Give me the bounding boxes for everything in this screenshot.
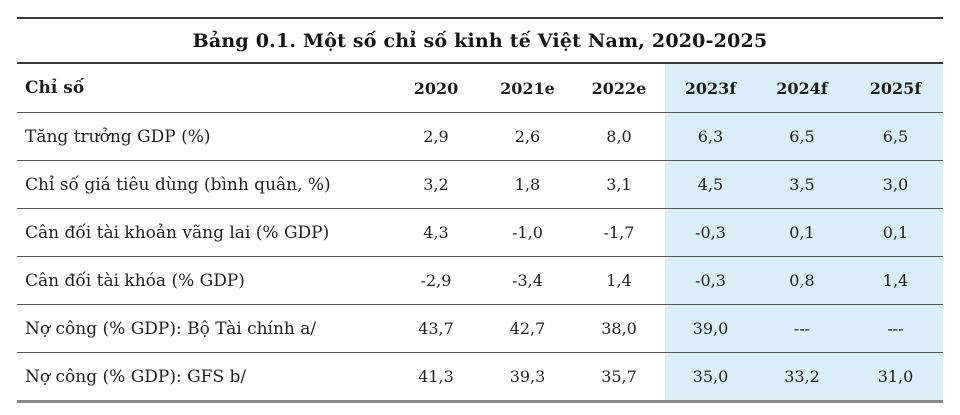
col-header-2022e: 2022e xyxy=(573,64,665,113)
value-cell: 42,7 xyxy=(482,304,573,353)
value-cell: 1,4 xyxy=(573,256,665,305)
value-cell: -1,7 xyxy=(573,208,665,257)
economic-indicators-table-card: Bảng 0.1. Một số chỉ số kinh tế Việt Nam… xyxy=(17,17,943,403)
value-cell: -2,9 xyxy=(390,256,482,305)
col-header-2024f: 2024f xyxy=(756,64,848,113)
value-cell: 3,1 xyxy=(573,160,665,209)
table-row-public-debt-gfs: Nợ công (% GDP): GFS b/ 41,3 39,3 35,7 3… xyxy=(17,352,943,403)
value-cell: 8,0 xyxy=(573,112,665,161)
table-row-gdp-growth: Tăng trưởng GDP (%) 2,9 2,6 8,0 6,3 6,5 … xyxy=(17,112,943,161)
value-cell-forecast: -0,3 xyxy=(665,256,756,305)
value-cell: 4,3 xyxy=(390,208,482,257)
table-row-cpi: Chỉ số giá tiêu dùng (bình quân, %) 3,2 … xyxy=(17,160,943,209)
row-label: Cân đối tài khóa (% GDP) xyxy=(17,256,390,305)
value-cell: -1,0 xyxy=(482,208,573,257)
value-cell: 39,3 xyxy=(482,352,573,403)
value-cell-forecast: 1,4 xyxy=(848,256,943,305)
header-row: Chỉ số 2020 2021e 2022e 2023f 2024f 2025… xyxy=(17,64,943,113)
value-cell: 2,6 xyxy=(482,112,573,161)
row-label: Cân đối tài khoản vãng lai (% GDP) xyxy=(17,208,390,257)
value-cell-forecast: 4,5 xyxy=(665,160,756,209)
value-cell-forecast: 0,8 xyxy=(756,256,848,305)
value-cell: 35,7 xyxy=(573,352,665,403)
row-label: Tăng trưởng GDP (%) xyxy=(17,112,390,161)
col-header-2020: 2020 xyxy=(390,64,482,113)
value-cell: 43,7 xyxy=(390,304,482,353)
value-cell-forecast: 3,0 xyxy=(848,160,943,209)
value-cell-forecast: --- xyxy=(756,304,848,353)
value-cell-forecast: 6,5 xyxy=(756,112,848,161)
value-cell: 41,3 xyxy=(390,352,482,403)
row-label: Nợ công (% GDP): Bộ Tài chính a/ xyxy=(17,304,390,353)
row-label: Nợ công (% GDP): GFS b/ xyxy=(17,352,390,403)
row-label: Chỉ số giá tiêu dùng (bình quân, %) xyxy=(17,160,390,209)
value-cell-forecast: 0,1 xyxy=(848,208,943,257)
value-cell: -3,4 xyxy=(482,256,573,305)
value-cell-forecast: --- xyxy=(848,304,943,353)
table-row-current-account: Cân đối tài khoản vãng lai (% GDP) 4,3 -… xyxy=(17,208,943,257)
value-cell-forecast: 35,0 xyxy=(665,352,756,403)
value-cell-forecast: 3,5 xyxy=(756,160,848,209)
value-cell-forecast: 31,0 xyxy=(848,352,943,403)
value-cell: 3,2 xyxy=(390,160,482,209)
col-header-2023f: 2023f xyxy=(665,64,756,113)
value-cell-forecast: -0,3 xyxy=(665,208,756,257)
value-cell: 2,9 xyxy=(390,112,482,161)
col-header-indicator: Chỉ số xyxy=(17,64,390,113)
table-row-public-debt-mof: Nợ công (% GDP): Bộ Tài chính a/ 43,7 42… xyxy=(17,304,943,353)
table-title: Bảng 0.1. Một số chỉ số kinh tế Việt Nam… xyxy=(17,19,943,64)
value-cell-forecast: 6,3 xyxy=(665,112,756,161)
value-cell: 1,8 xyxy=(482,160,573,209)
value-cell-forecast: 39,0 xyxy=(665,304,756,353)
value-cell-forecast: 0,1 xyxy=(756,208,848,257)
col-header-2025f: 2025f xyxy=(848,64,943,113)
indicators-table: Chỉ số 2020 2021e 2022e 2023f 2024f 2025… xyxy=(17,64,943,403)
value-cell-forecast: 6,5 xyxy=(848,112,943,161)
col-header-2021e: 2021e xyxy=(482,64,573,113)
table-row-fiscal-balance: Cân đối tài khóa (% GDP) -2,9 -3,4 1,4 -… xyxy=(17,256,943,305)
value-cell-forecast: 33,2 xyxy=(756,352,848,403)
value-cell: 38,0 xyxy=(573,304,665,353)
